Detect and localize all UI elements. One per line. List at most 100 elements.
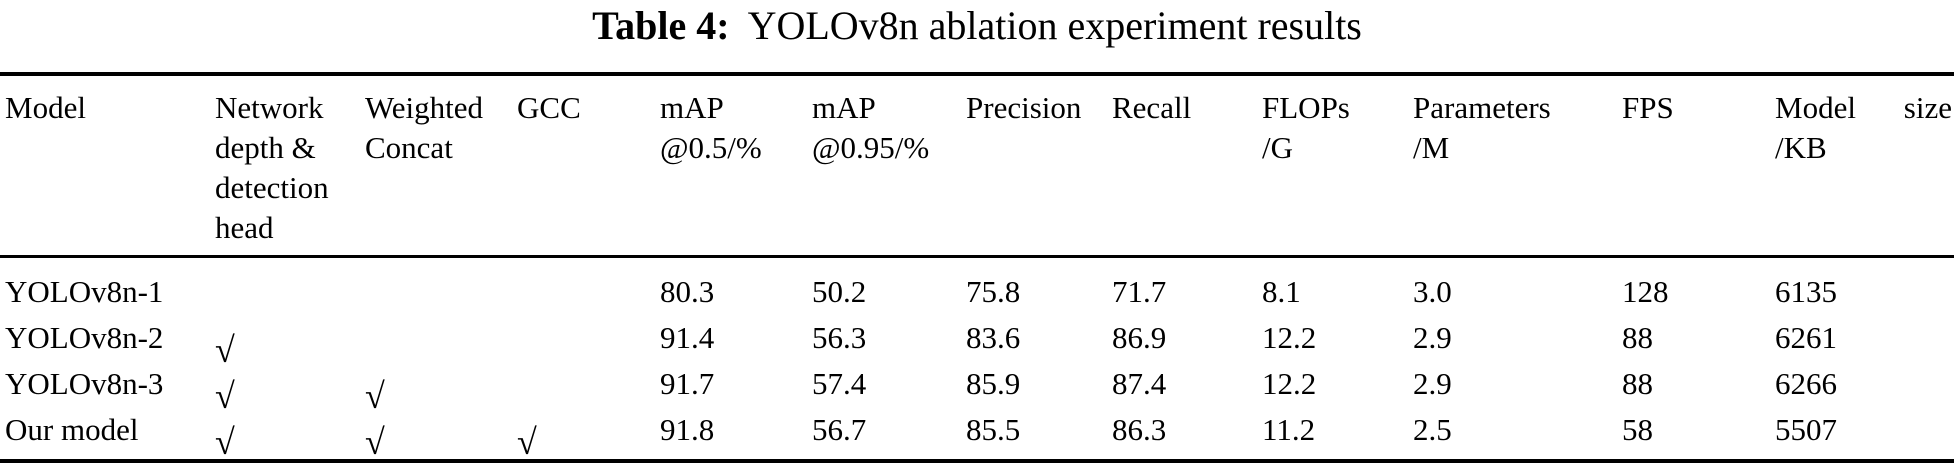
parameters-value: 3.0 xyxy=(1413,274,1452,309)
cell-map95: 56.7 xyxy=(812,407,966,453)
recall-value: 71.7 xyxy=(1112,274,1167,309)
map50-value: 80.3 xyxy=(660,274,715,309)
fps-value: 88 xyxy=(1622,366,1653,401)
precision-value: 85.5 xyxy=(966,412,1021,447)
map50-value: 91.4 xyxy=(660,320,715,355)
cell-parameters: 3.0 xyxy=(1413,269,1622,315)
cell-gcc xyxy=(517,315,660,361)
cell-precision: 83.6 xyxy=(966,315,1112,361)
map95-value: 50.2 xyxy=(812,274,867,309)
flops-value: 12.2 xyxy=(1262,366,1317,401)
column-header-line: Weighted xyxy=(365,90,484,125)
recall-value: 86.9 xyxy=(1112,320,1167,355)
map50-value: 91.7 xyxy=(660,366,715,401)
model-value: YOLOv8n-3 xyxy=(5,366,164,401)
fps-value: 88 xyxy=(1622,320,1653,355)
column-header-line: mAP xyxy=(812,90,876,125)
cell-weighted_concat: √ xyxy=(365,361,517,416)
column-header-model_size: Model size/KB xyxy=(1775,88,1954,269)
flops-value: 12.2 xyxy=(1262,320,1317,355)
table-row: YOLOv8n-1 80.3 50.2 75.8 71.7 8.1 3.0 128 6135 xyxy=(5,269,1954,315)
column-header-recall: Recall xyxy=(1112,88,1262,269)
checkmark-icon: √ xyxy=(215,376,235,416)
cell-map95: 50.2 xyxy=(812,269,966,315)
checkmark-icon: √ xyxy=(365,376,385,416)
cell-recall: 86.3 xyxy=(1112,407,1262,453)
cell-map50: 80.3 xyxy=(660,269,812,315)
column-header-line: mAP xyxy=(660,90,724,125)
cell-parameters: 2.9 xyxy=(1413,315,1622,361)
model_size-value: 5507 xyxy=(1775,412,1837,447)
column-header-line: Parameters xyxy=(1413,90,1551,125)
model_size-value: 6266 xyxy=(1775,366,1837,401)
table-row: YOLOv8n-3 √ √ 91.7 57.4 85.9 87.4 12.2 2.9 88 6266 xyxy=(5,361,1954,416)
cell-recall: 87.4 xyxy=(1112,361,1262,407)
table-caption: Table 4: YOLOv8n ablation experiment resu… xyxy=(0,2,1954,49)
column-header-fps: FPS xyxy=(1622,88,1775,269)
fps-value: 128 xyxy=(1622,274,1669,309)
precision-value: 85.9 xyxy=(966,366,1021,401)
column-header-weighted_concat: Weighted Concat xyxy=(365,88,517,269)
column-header-line: Network xyxy=(215,90,324,125)
cell-network_depth xyxy=(215,269,365,315)
model_size-value: 6261 xyxy=(1775,320,1837,355)
cell-precision: 85.5 xyxy=(966,407,1112,453)
column-header-line: Recall xyxy=(1112,90,1192,125)
flops-value: 8.1 xyxy=(1262,274,1301,309)
cell-model_size: 6261 xyxy=(1775,315,1954,361)
cell-fps: 58 xyxy=(1622,407,1775,453)
column-header-parameters: Parameters/M xyxy=(1413,88,1622,269)
cell-fps: 128 xyxy=(1622,269,1775,315)
cell-model: YOLOv8n-1 xyxy=(5,269,215,315)
cell-network_depth: √ xyxy=(215,407,365,462)
cell-recall: 71.7 xyxy=(1112,269,1262,315)
column-header-line: Concat xyxy=(365,130,453,165)
column-header-line: detection xyxy=(215,170,329,205)
cell-gcc: √ xyxy=(517,407,660,462)
column-header-line: @0.5/% xyxy=(660,130,762,165)
cell-precision: 75.8 xyxy=(966,269,1112,315)
model-value: YOLOv8n-2 xyxy=(5,320,164,355)
cell-network_depth: √ xyxy=(215,315,365,370)
table-body: YOLOv8n-1 80.3 50.2 75.8 71.7 8.1 3.0 128 6135 YO… xyxy=(5,269,1954,462)
column-header-line: head xyxy=(215,210,274,245)
cell-model_size: 6266 xyxy=(1775,361,1954,407)
recall-value: 87.4 xyxy=(1112,366,1167,401)
column-header-line: GCC xyxy=(517,90,581,125)
table-caption-label: Table 4: xyxy=(592,3,730,48)
checkmark-icon: √ xyxy=(517,422,537,462)
fps-value: 58 xyxy=(1622,412,1653,447)
column-header-network_depth: Network depth & detection head xyxy=(215,88,365,269)
column-header-map50: mAP @0.5/% xyxy=(660,88,812,269)
map95-value: 57.4 xyxy=(812,366,867,401)
recall-value: 86.3 xyxy=(1112,412,1167,447)
cell-model: Our model xyxy=(5,407,215,453)
parameters-value: 2.5 xyxy=(1413,412,1452,447)
model-value: YOLOv8n-1 xyxy=(5,274,164,309)
parameters-value: 2.9 xyxy=(1413,320,1452,355)
bottom-rule xyxy=(0,459,1954,463)
cell-model_size: 5507 xyxy=(1775,407,1954,453)
checkmark-icon: √ xyxy=(215,422,235,462)
column-header-line: Model size xyxy=(1775,90,1952,125)
header-row: Model Network depth & detection head Weighted… xyxy=(5,88,1954,269)
column-header-model: Model xyxy=(5,88,215,269)
cell-weighted_concat: √ xyxy=(365,407,517,462)
column-header-line: depth & xyxy=(215,130,316,165)
cell-map95: 56.3 xyxy=(812,315,966,361)
checkmark-icon: √ xyxy=(215,330,235,370)
map95-value: 56.3 xyxy=(812,320,867,355)
cell-network_depth: √ xyxy=(215,361,365,416)
header-rule xyxy=(0,255,1954,258)
cell-flops: 8.1 xyxy=(1262,269,1413,315)
cell-model: YOLOv8n-2 xyxy=(5,315,215,361)
column-header-map95: mAP @0.95/% xyxy=(812,88,966,269)
model_size-value: 6135 xyxy=(1775,274,1837,309)
ablation-results-table: Model Network depth & detection head Weighted… xyxy=(5,88,1954,462)
checkmark-icon: √ xyxy=(365,422,385,462)
precision-value: 83.6 xyxy=(966,320,1021,355)
cell-flops: 12.2 xyxy=(1262,315,1413,361)
cell-flops: 12.2 xyxy=(1262,361,1413,407)
cell-recall: 86.9 xyxy=(1112,315,1262,361)
